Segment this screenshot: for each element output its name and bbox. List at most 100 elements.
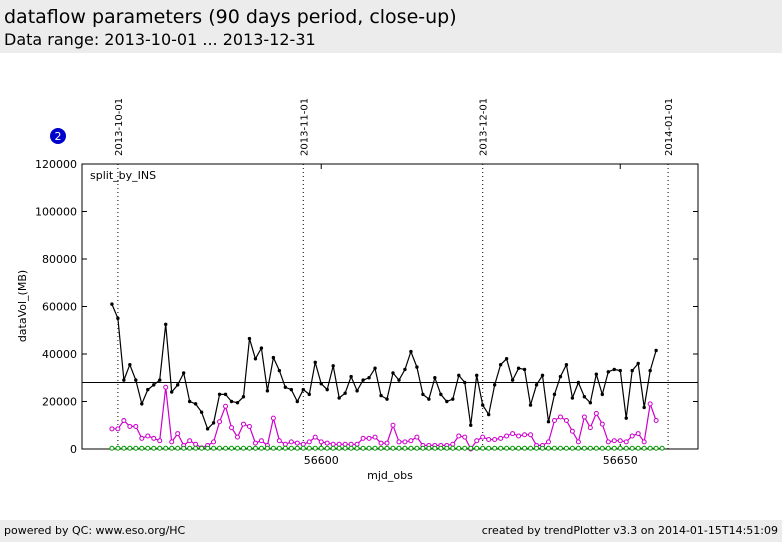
series-point-1 bbox=[456, 433, 462, 439]
series-point-1 bbox=[569, 428, 575, 434]
series-point-1 bbox=[474, 438, 480, 444]
series-point-2 bbox=[456, 445, 462, 451]
series-point-2 bbox=[635, 445, 641, 451]
series-point-1 bbox=[366, 435, 372, 441]
series-point-2 bbox=[240, 445, 246, 451]
series-point-2 bbox=[414, 445, 420, 451]
series-point-2 bbox=[354, 445, 360, 451]
series-point-2 bbox=[372, 445, 378, 451]
series-point-0 bbox=[193, 402, 198, 406]
series-point-2 bbox=[605, 445, 611, 451]
series-point-0 bbox=[307, 392, 311, 397]
series-point-1 bbox=[450, 441, 456, 447]
series-point-0 bbox=[181, 371, 186, 375]
series-point-0 bbox=[265, 389, 270, 393]
series-point-0 bbox=[187, 399, 192, 404]
series-point-0 bbox=[636, 361, 640, 366]
x-tick-label: 56650 bbox=[603, 454, 638, 467]
series-point-0 bbox=[391, 371, 395, 375]
series-point-0 bbox=[606, 370, 610, 374]
series-point-1 bbox=[581, 414, 587, 420]
series-point-2 bbox=[396, 445, 402, 451]
series-point-1 bbox=[121, 418, 127, 423]
series-point-2 bbox=[342, 445, 348, 451]
series-point-1 bbox=[557, 414, 563, 420]
series-point-1 bbox=[635, 431, 641, 437]
series-point-2 bbox=[366, 445, 372, 451]
series-point-2 bbox=[264, 445, 270, 451]
series-point-0 bbox=[277, 368, 282, 373]
series-point-1 bbox=[504, 433, 510, 439]
series-point-1 bbox=[217, 419, 223, 425]
series-point-2 bbox=[109, 445, 115, 451]
series-point-0 bbox=[289, 387, 294, 392]
series-point-2 bbox=[223, 445, 229, 451]
series-point-2 bbox=[300, 445, 306, 451]
y-axis-label: dataVol_(MB) bbox=[16, 270, 29, 342]
series-point-1 bbox=[510, 431, 516, 437]
series-point-1 bbox=[545, 439, 551, 445]
series-point-1 bbox=[528, 432, 534, 438]
series-point-1 bbox=[462, 434, 468, 440]
series-point-1 bbox=[246, 423, 252, 429]
series-point-1 bbox=[647, 401, 653, 407]
series-point-0 bbox=[439, 392, 443, 397]
series-point-0 bbox=[421, 392, 425, 397]
series-point-0 bbox=[654, 348, 658, 353]
series-point-1 bbox=[175, 431, 181, 437]
series-point-0 bbox=[259, 346, 264, 350]
series-point-0 bbox=[175, 383, 180, 387]
series-point-2 bbox=[593, 445, 599, 451]
series-point-2 bbox=[336, 445, 342, 451]
series-point-1 bbox=[587, 425, 593, 431]
series-point-0 bbox=[463, 380, 467, 385]
series-point-0 bbox=[504, 357, 509, 361]
series-point-0 bbox=[146, 387, 150, 392]
series-point-1 bbox=[605, 439, 611, 445]
series-point-2 bbox=[360, 445, 366, 451]
series-point-1 bbox=[163, 384, 169, 390]
chart: 2013-10-01 2013-11-01 2013-12-01 2014-01-01… bbox=[16, 98, 699, 482]
series-point-2 bbox=[438, 445, 444, 451]
series-point-0 bbox=[217, 392, 222, 397]
series-point-2 bbox=[145, 445, 151, 451]
series-point-2 bbox=[432, 445, 438, 451]
series-point-1 bbox=[318, 439, 324, 445]
series-point-1 bbox=[127, 423, 133, 429]
series-point-0 bbox=[582, 395, 587, 399]
series-point-0 bbox=[480, 403, 485, 407]
series-point-2 bbox=[211, 445, 217, 451]
series-point-1 bbox=[480, 434, 486, 440]
series-point-2 bbox=[569, 445, 575, 451]
series-point-2 bbox=[486, 445, 492, 451]
series-point-1 bbox=[563, 418, 569, 423]
series-point-1 bbox=[294, 440, 300, 446]
page-badge-label: 2 bbox=[55, 130, 62, 143]
series-point-1 bbox=[575, 439, 581, 445]
series-point-2 bbox=[545, 445, 551, 451]
series-line-0 bbox=[111, 303, 657, 430]
series-point-2 bbox=[151, 445, 157, 451]
series-point-1 bbox=[157, 438, 163, 444]
series-point-2 bbox=[534, 445, 540, 451]
axis-ticks: 0 20000 40000 60000 80000 100000 120000 56600 56… bbox=[35, 158, 698, 467]
series-point-0 bbox=[558, 374, 563, 379]
series-point-1 bbox=[623, 439, 629, 445]
series-point-1 bbox=[342, 441, 348, 447]
header-bar: dataflow parameters (90 days period, clo… bbox=[0, 0, 782, 53]
series-group bbox=[109, 302, 665, 452]
series-point-0 bbox=[211, 421, 216, 425]
series-point-0 bbox=[642, 405, 646, 410]
series-point-0 bbox=[158, 378, 162, 382]
series-point-0 bbox=[427, 397, 431, 401]
series-point-2 bbox=[229, 445, 235, 451]
series-point-1 bbox=[402, 439, 408, 445]
series-point-2 bbox=[408, 445, 414, 451]
footer-bar: powered by QC: www.eso.org/HC created by… bbox=[0, 520, 782, 542]
series-point-0 bbox=[624, 416, 628, 420]
series-point-0 bbox=[122, 378, 126, 382]
series-point-0 bbox=[546, 419, 551, 424]
plot-frame bbox=[81, 163, 699, 450]
series-point-0 bbox=[355, 389, 359, 393]
chart-annotation: split_by_INS bbox=[90, 169, 156, 182]
